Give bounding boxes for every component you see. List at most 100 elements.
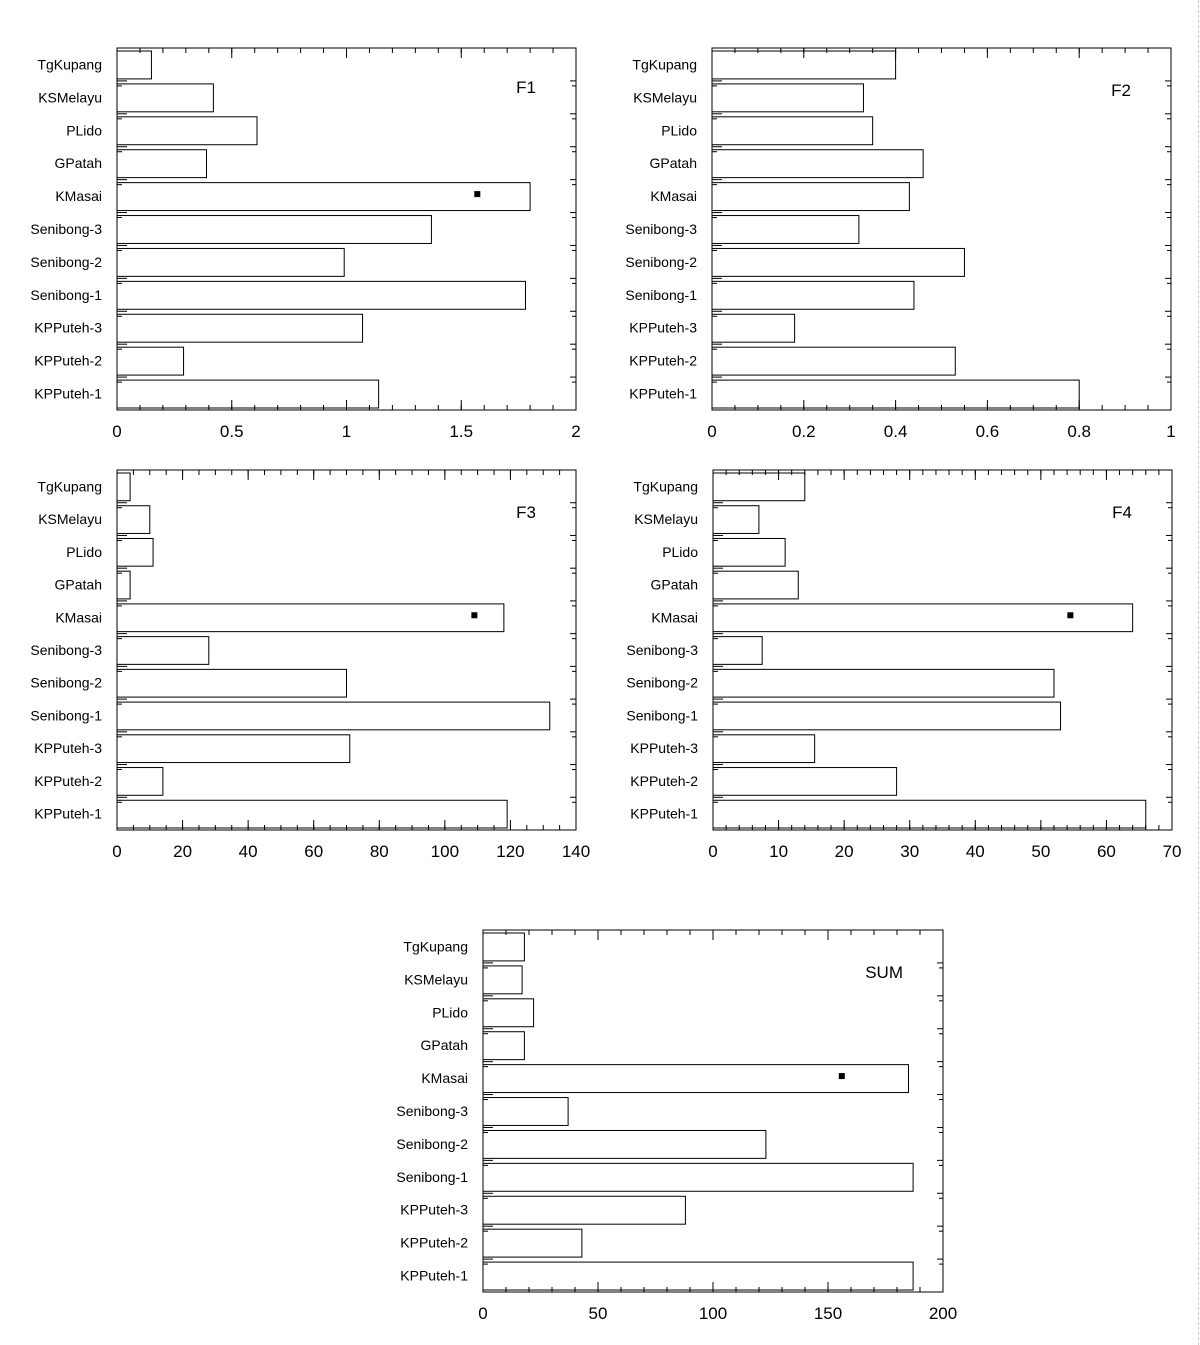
category-label-f4: KPPuteh-1	[630, 806, 698, 822]
category-label-sum: KSMelayu	[404, 971, 468, 987]
category-label-f3: TgKupang	[37, 478, 102, 494]
category-label-f4: PLido	[662, 544, 698, 560]
x-tick-label-f3: 60	[304, 842, 323, 861]
x-tick-label-f2: 0.6	[976, 422, 1000, 441]
category-label-sum: GPatah	[421, 1037, 468, 1053]
marker-point-f4	[1067, 612, 1074, 619]
bar-f4-senibong-3	[712, 636, 763, 665]
bar-sum-kpputeh-3	[482, 1195, 686, 1225]
category-label-f4: Senibong-1	[626, 707, 698, 723]
category-label-f4: KMasai	[651, 609, 698, 625]
x-tick-label-f3: 120	[496, 842, 524, 861]
marker-point-f3	[471, 612, 478, 619]
category-label-f2: GPatah	[650, 155, 697, 171]
x-tick-label-f4: 60	[1097, 842, 1116, 861]
bar-f4-kpputeh-1	[712, 799, 1147, 829]
bar-f2-senibong-1	[711, 280, 915, 310]
panel-label-f4: F4	[1112, 503, 1132, 522]
bar-f4-kpputeh-3	[712, 734, 816, 764]
x-tick-label-f1: 0	[112, 422, 121, 441]
bar-f2-kpputeh-2	[711, 346, 956, 376]
bar-f2-gpatah	[711, 149, 924, 179]
bar-f3-gpatah	[116, 570, 131, 600]
x-tick-label-f3: 0	[112, 842, 121, 861]
category-label-f4: GPatah	[651, 577, 698, 593]
bar-f4-ksmelayu	[712, 505, 760, 534]
bar-f4-plido	[712, 537, 786, 567]
bar-f1-senibong-3	[116, 215, 432, 244]
panel-label-f2: F2	[1111, 81, 1131, 100]
category-label-sum: Senibong-3	[396, 1103, 468, 1119]
bar-f2-ksmelayu	[711, 83, 864, 113]
bar-f3-ksmelayu	[116, 505, 151, 534]
bar-f3-senibong-3	[116, 636, 210, 665]
x-tick-label-f2: 0.2	[792, 422, 816, 441]
bar-sum-plido	[482, 998, 535, 1028]
panel-label-sum: SUM	[865, 963, 903, 982]
x-tick-label-f4: 40	[966, 842, 985, 861]
category-label-f4: KPPuteh-2	[630, 773, 698, 789]
category-label-f4: KSMelayu	[634, 511, 698, 527]
chart-panel-f4: TgKupang KSMelayu PLido GPatah KMasai Senibon…	[626, 469, 1181, 861]
bar-f1-tgkupang	[116, 50, 152, 80]
category-label-sum: KMasai	[421, 1070, 468, 1086]
category-label-f1: Senibong-2	[30, 254, 102, 270]
category-label-f1: KPPuteh-1	[34, 386, 102, 402]
category-label-f1: KPPuteh-3	[34, 320, 102, 336]
category-label-f3: KSMelayu	[38, 511, 102, 527]
x-tick-label-sum: 50	[589, 1304, 608, 1323]
category-label-f2: Senibong-3	[625, 221, 697, 237]
bar-f4-kpputeh-2	[712, 767, 898, 796]
bar-sum-senibong-3	[482, 1097, 569, 1126]
bar-f3-kpputeh-3	[116, 734, 351, 764]
category-label-f1: TgKupang	[37, 56, 102, 72]
bar-f1-kpputeh-1	[116, 379, 380, 409]
category-label-f3: KPPuteh-3	[34, 740, 102, 756]
bar-sum-kmasai	[482, 1064, 909, 1094]
chart-panel-sum: TgKupang KSMelayu PLido GPatah KMasai Senibon…	[396, 929, 957, 1323]
category-label-f3: Senibong-3	[30, 642, 102, 658]
marker-point-f1	[474, 191, 481, 198]
category-label-f1: Senibong-3	[30, 221, 102, 237]
category-label-sum: Senibong-1	[396, 1169, 468, 1185]
category-label-f1: KSMelayu	[38, 89, 102, 105]
category-label-f3: Senibong-2	[30, 675, 102, 691]
bar-f3-kmasai	[116, 603, 505, 633]
x-tick-label-f1: 1	[342, 422, 351, 441]
category-label-f3: KPPuteh-2	[34, 773, 102, 789]
bar-sum-kpputeh-2	[482, 1228, 583, 1258]
category-label-sum: KPPuteh-3	[400, 1202, 468, 1218]
category-label-f2: KMasai	[650, 188, 697, 204]
bar-f4-gpatah	[712, 570, 799, 600]
category-label-f2: KPPuteh-1	[629, 386, 697, 402]
category-label-f2: TgKupang	[632, 56, 697, 72]
x-tick-label-f2: 1	[1166, 422, 1175, 441]
bar-f2-kmasai	[711, 182, 910, 212]
bar-sum-senibong-2	[482, 1129, 767, 1159]
x-tick-label-f1: 2	[571, 422, 580, 441]
x-tick-label-f4: 0	[708, 842, 717, 861]
panel-label-f1: F1	[516, 78, 536, 97]
bar-f2-kpputeh-3	[711, 313, 796, 343]
category-label-f4: Senibong-3	[626, 642, 698, 658]
chart-panel-f1: TgKupang KSMelayu PLido GPatah KMasai Senibon…	[30, 47, 581, 441]
x-tick-label-sum: 200	[929, 1304, 957, 1323]
x-tick-label-f2: 0	[707, 422, 716, 441]
bar-f1-senibong-1	[116, 280, 527, 310]
category-label-f2: KSMelayu	[633, 89, 697, 105]
bar-sum-kpputeh-1	[482, 1261, 914, 1291]
x-tick-label-f4: 20	[835, 842, 854, 861]
x-tick-label-f3: 140	[562, 842, 590, 861]
x-tick-label-f1: 0.5	[220, 422, 244, 441]
category-label-f1: KPPuteh-2	[34, 353, 102, 369]
category-label-f2: KPPuteh-2	[629, 353, 697, 369]
category-label-f1: GPatah	[55, 155, 102, 171]
category-label-f2: Senibong-2	[625, 254, 697, 270]
bar-f4-senibong-2	[712, 668, 1055, 698]
marker-point-sum	[838, 1073, 845, 1080]
x-tick-label-f2: 0.8	[1067, 422, 1091, 441]
category-label-sum: KPPuteh-1	[400, 1268, 468, 1284]
category-label-f3: KMasai	[55, 609, 102, 625]
panel-label-f3: F3	[516, 503, 536, 522]
x-tick-label-f4: 30	[900, 842, 919, 861]
